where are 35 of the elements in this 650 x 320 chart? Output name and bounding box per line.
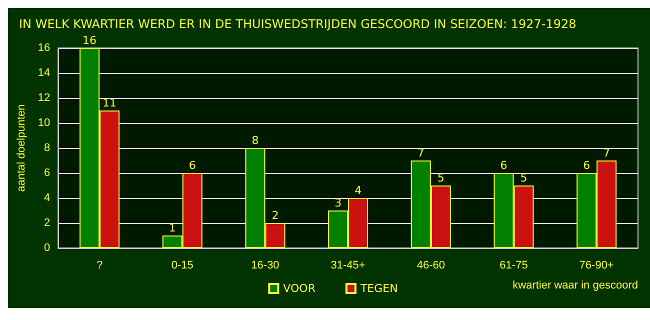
- data-label: 6: [500, 159, 508, 172]
- data-label: 11: [102, 96, 117, 110]
- legend-label: TEGEN: [359, 282, 398, 295]
- x-tick-label: 16-30: [251, 260, 280, 272]
- x-tick-label: 76-90+: [579, 260, 614, 272]
- y-tick-label: 6: [44, 167, 50, 179]
- chart-title: IN WELK KWARTIER WERD ER IN DE THUISWEDSTRIJDEN GESCOORD IN SEIZOEN: 1927-1928: [19, 17, 576, 31]
- data-label: 1: [168, 222, 176, 234]
- x-tick-label: ?: [96, 260, 103, 272]
- x-tick-label: 46-60: [416, 260, 445, 272]
- y-tick-label: 4: [44, 192, 50, 204]
- x-tick-label: 0-15: [171, 260, 194, 272]
- data-label: 3: [334, 196, 342, 210]
- x-tick-label: 61-75: [500, 260, 528, 272]
- y-tick-label: 0: [44, 242, 50, 254]
- y-tick-label: 14: [38, 67, 50, 79]
- y-axis-title: aantal doelpunten: [16, 104, 28, 192]
- data-label: 7: [417, 146, 424, 160]
- data-label: 5: [437, 172, 444, 184]
- y-tick-label: 2: [44, 217, 50, 229]
- data-label: 7: [603, 146, 610, 160]
- y-tick-label: 8: [44, 142, 50, 154]
- data-label: 6: [583, 159, 590, 172]
- data-label: 2: [272, 209, 279, 222]
- x-axis-title: kwartier waar in gescoord: [512, 280, 638, 292]
- data-label: 5: [520, 172, 528, 184]
- y-tick-label: 10: [38, 117, 50, 129]
- data-label: 16: [82, 34, 97, 47]
- data-label: 6: [188, 159, 196, 172]
- x-tick-label: 31-45+: [330, 260, 366, 272]
- data-label: 8: [252, 134, 259, 147]
- legend-label: VOOR: [283, 282, 316, 295]
- data-label: 4: [354, 184, 362, 197]
- y-tick-label: 16: [38, 42, 50, 54]
- y-tick-label: 12: [38, 92, 50, 104]
